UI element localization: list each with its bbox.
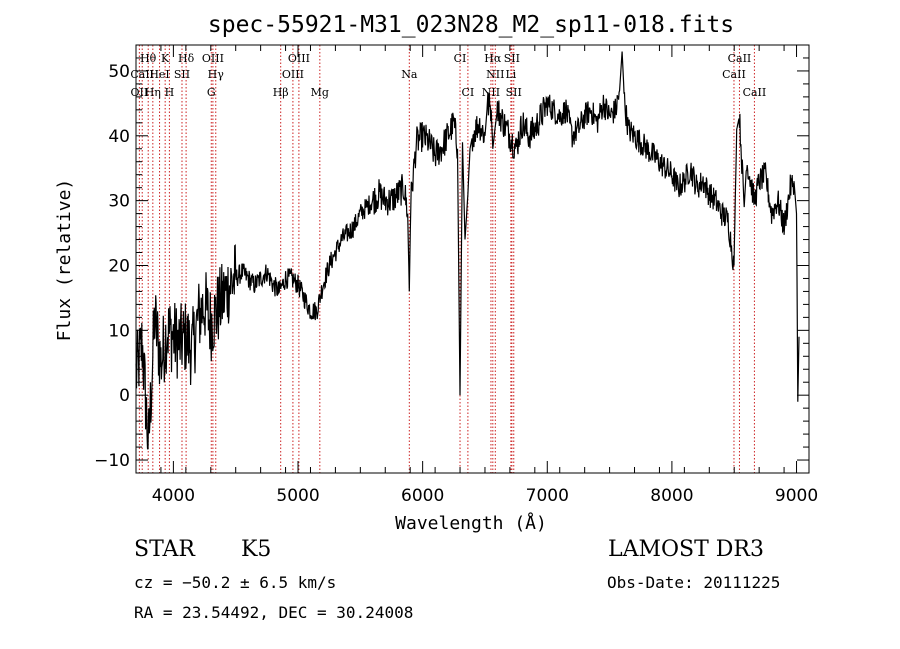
x-axis-ticks: 4000 5000 6000 7000 8000 9000 [135, 45, 818, 506]
line-label: G [207, 86, 216, 99]
line-label: H [165, 86, 175, 99]
line-label: SII [504, 52, 520, 65]
line-label: Hη [145, 86, 161, 99]
line-label: CaII [722, 68, 746, 81]
observation-date: Obs-Date: 20111225 [607, 573, 781, 592]
y-axis-ticks: −10 0 10 20 30 40 50 [94, 44, 809, 474]
x-tick-label: 5000 [276, 486, 319, 506]
line-label: SII [174, 68, 190, 81]
line-label: Hα [484, 52, 502, 65]
line-label: CI [454, 52, 467, 65]
x-tick-label: 7000 [526, 486, 569, 506]
line-label: Hδ [178, 52, 195, 65]
emission-line-labels: Hθ OII CaII Hη HeI K H SII Hδ OIII Hγ G Hβ OIII OIII Mg… [130, 52, 766, 99]
line-label: HeI [149, 68, 169, 81]
line-label: Hγ [208, 68, 225, 81]
y-axis-label: Flux (relative) [54, 179, 75, 342]
object-subclass: K5 [241, 537, 272, 562]
y-tick-label: 20 [108, 256, 130, 276]
y-tick-label: 10 [108, 321, 130, 341]
line-label: OIII [288, 52, 310, 65]
y-tick-label: 0 [119, 386, 130, 406]
line-label: NII [482, 86, 500, 99]
line-label: NII [486, 68, 504, 81]
object-class: STAR [134, 537, 195, 562]
spectrum-line [135, 51, 800, 450]
line-label: K [161, 52, 170, 65]
plot-frame [135, 44, 810, 474]
emission-line-markers [138, 45, 755, 473]
x-tick-label: 8000 [650, 486, 693, 506]
x-tick-label: 6000 [401, 486, 444, 506]
line-label: CaII [728, 52, 752, 65]
line-label: Na [401, 68, 418, 81]
y-tick-label: 40 [108, 127, 130, 147]
x-tick-label: 9000 [775, 486, 818, 506]
chart-title: spec-55921-M31_023N28_M2_sp11-018.fits [208, 12, 734, 38]
line-label: SII [506, 86, 522, 99]
line-label: Li [505, 68, 516, 81]
line-label: OIII [282, 68, 304, 81]
survey-name: LAMOST DR3 [608, 537, 764, 562]
line-label: Hθ [140, 52, 157, 65]
line-label: CaII [743, 86, 767, 99]
x-tick-label: 4000 [152, 486, 195, 506]
line-label: Hβ [273, 86, 289, 99]
line-label: OII [131, 86, 149, 99]
x-axis-label: Wavelength (Å) [395, 512, 547, 534]
line-label: CI [462, 86, 475, 99]
ra-dec-coordinates: RA = 23.54492, DEC = 30.24008 [134, 603, 414, 622]
line-label: OIII [202, 52, 224, 65]
line-label: Mg [311, 86, 329, 99]
y-tick-label: −10 [94, 451, 130, 471]
y-tick-label: 30 [108, 192, 130, 212]
y-tick-label: 50 [108, 62, 130, 82]
redshift-velocity: cz = −50.2 ± 6.5 km/s [134, 573, 337, 592]
